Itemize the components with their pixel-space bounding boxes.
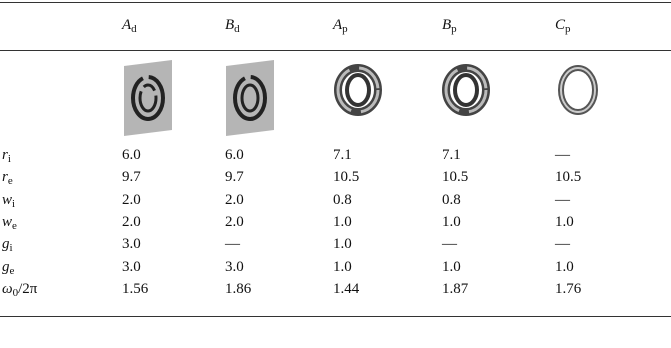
symbol: g [2, 236, 10, 252]
cell-value: 3.0 [225, 258, 244, 276]
symbol: B [442, 17, 451, 33]
column-header: Ap [333, 16, 348, 34]
cell-value: — [225, 235, 240, 253]
cell-value: — [555, 191, 570, 209]
subscript: d [131, 23, 137, 35]
cell-value: 6.0 [122, 146, 141, 164]
symbol: w [2, 214, 12, 230]
cell-value: 10.5 [442, 168, 468, 186]
subscript: i [12, 198, 15, 210]
icon-3d-ring [438, 58, 494, 138]
icon-planar-ring [222, 58, 278, 138]
subscript: p [342, 23, 348, 35]
subscript: p [565, 23, 571, 35]
icon-3d-ring [330, 58, 386, 138]
cell-value: 3.0 [122, 258, 141, 276]
cell-value: 2.0 [225, 191, 244, 209]
symbol: B [225, 17, 234, 33]
subscript: e [10, 265, 15, 277]
cell-value: 2.0 [122, 191, 141, 209]
symbol: A [333, 17, 342, 33]
symbol: ω [2, 281, 13, 297]
subscript: d [234, 23, 240, 35]
cell-value: 1.87 [442, 280, 468, 298]
cell-value: 10.5 [555, 168, 581, 186]
row-label: ri [2, 146, 11, 164]
cell-value: 1.0 [442, 213, 461, 231]
column-header: Ad [122, 16, 137, 34]
cell-value: 10.5 [333, 168, 359, 186]
column-header: Bp [442, 16, 457, 34]
cell-value: 0.8 [442, 191, 461, 209]
symbol: A [122, 17, 131, 33]
cell-value: 7.1 [442, 146, 461, 164]
bottom-rule [0, 316, 671, 317]
cell-value: — [555, 146, 570, 164]
subscript: i [10, 242, 13, 254]
cell-value: — [555, 235, 570, 253]
cell-value: 3.0 [122, 235, 141, 253]
cell-value: 1.0 [442, 258, 461, 276]
cell-value: 9.7 [122, 168, 141, 186]
symbol: g [2, 259, 10, 275]
symbol: C [555, 17, 565, 33]
symbol-rest: /2π [18, 281, 37, 297]
column-header: Bd [225, 16, 240, 34]
symbol: w [2, 192, 12, 208]
row-label: ω0/2π [2, 280, 37, 298]
row-label: ge [2, 258, 14, 276]
cell-value: 1.86 [225, 280, 251, 298]
cell-value: — [442, 235, 457, 253]
cell-value: 7.1 [333, 146, 352, 164]
cell-value: 2.0 [225, 213, 244, 231]
row-label: gi [2, 235, 13, 253]
cell-value: 1.56 [122, 280, 148, 298]
subscript: e [12, 220, 17, 232]
top-rule [0, 2, 671, 3]
cell-value: 9.7 [225, 168, 244, 186]
cell-value: 1.0 [333, 213, 352, 231]
subscript: i [8, 153, 11, 165]
page: AdBdApBpCpri6.06.07.17.1—re9.79.710.510.… [0, 0, 671, 348]
cell-value: 1.76 [555, 280, 581, 298]
row-label: re [2, 168, 13, 186]
header-rule [0, 50, 671, 51]
icon-planar-ring [120, 58, 176, 138]
cell-value: 1.0 [333, 235, 352, 253]
cell-value: 6.0 [225, 146, 244, 164]
cell-value: 1.0 [555, 213, 574, 231]
row-label: we [2, 213, 17, 231]
cell-value: 1.0 [333, 258, 352, 276]
icon-3d-ring [552, 58, 608, 138]
subscript: e [8, 175, 13, 187]
column-header: Cp [555, 16, 571, 34]
cell-value: 1.0 [555, 258, 574, 276]
cell-value: 2.0 [122, 213, 141, 231]
subscript: p [451, 23, 457, 35]
cell-value: 1.44 [333, 280, 359, 298]
row-label: wi [2, 191, 15, 209]
cell-value: 0.8 [333, 191, 352, 209]
